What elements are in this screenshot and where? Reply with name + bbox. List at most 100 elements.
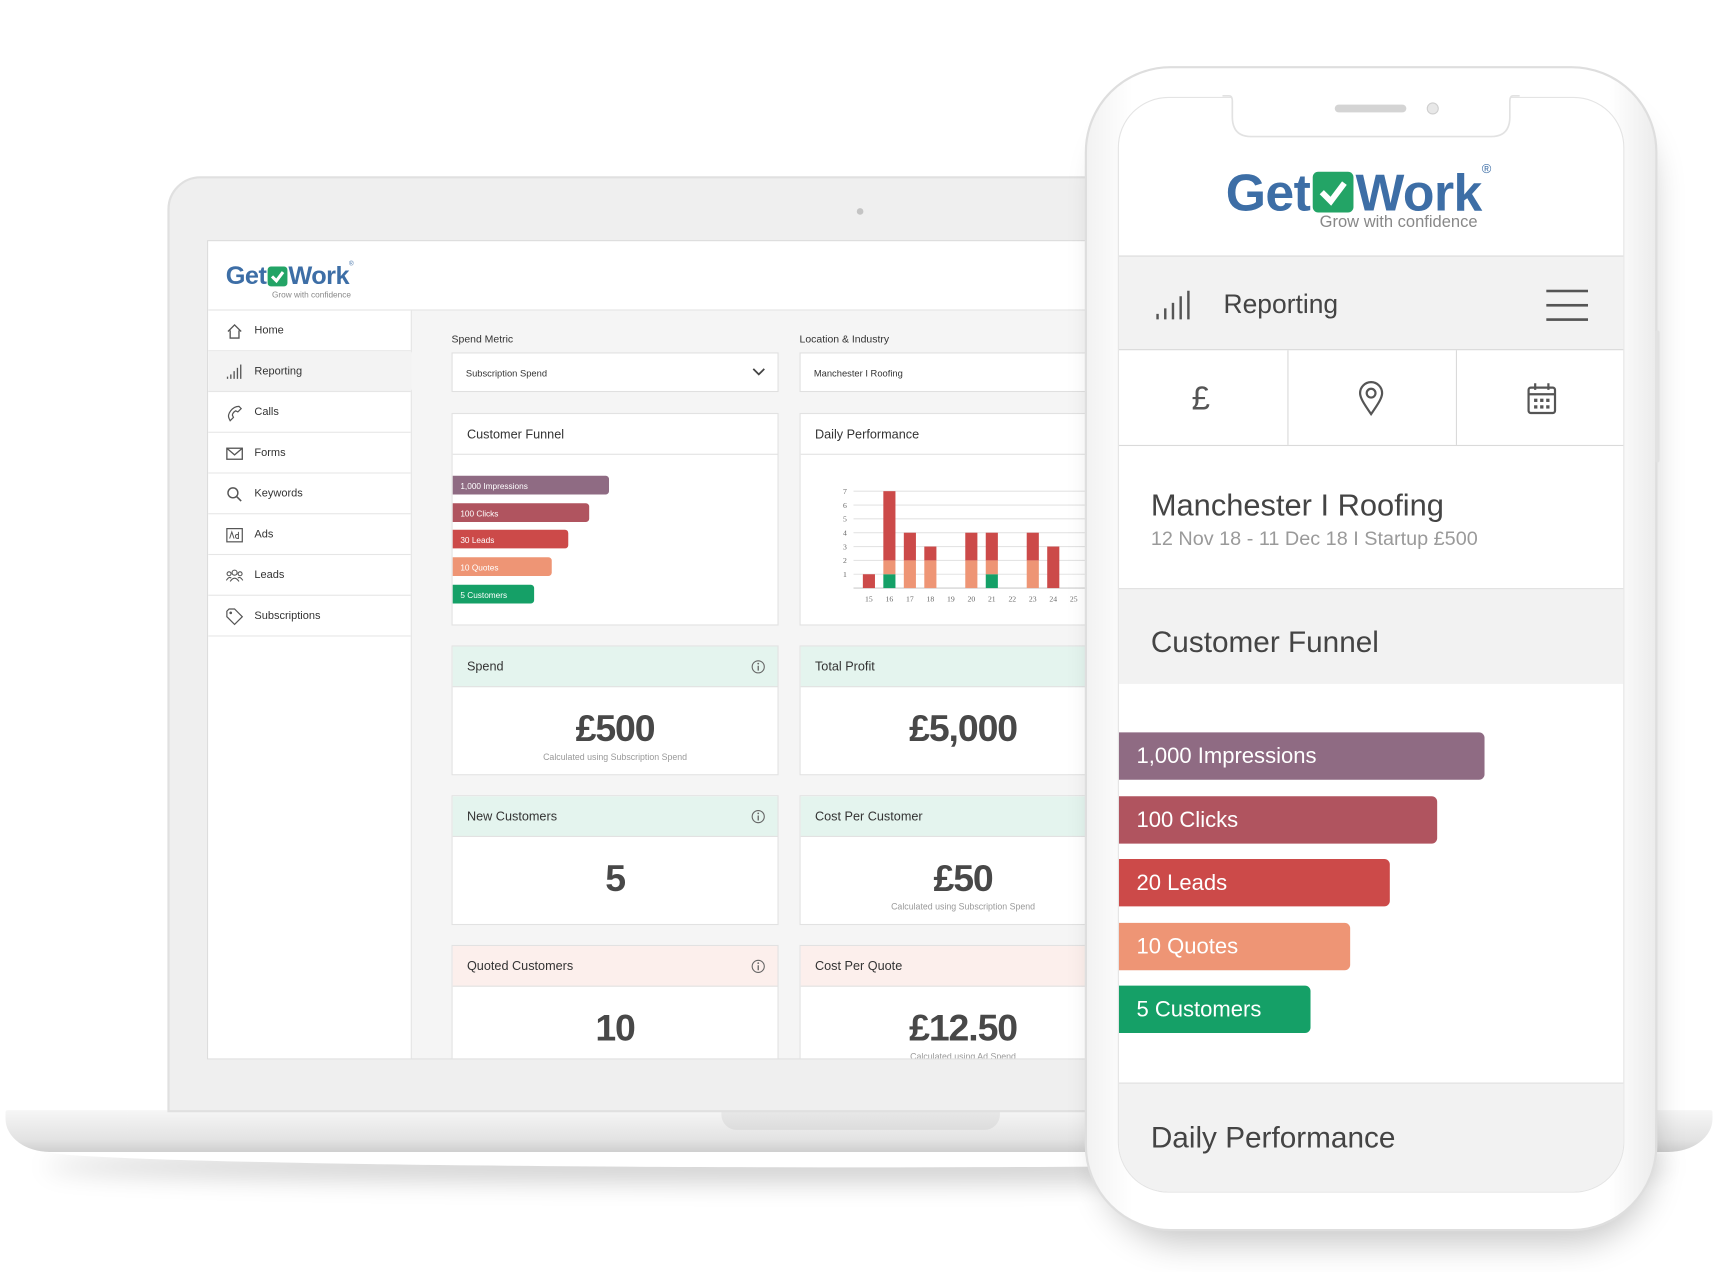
reporting-icon bbox=[1156, 290, 1190, 320]
nav-label: Leads bbox=[254, 569, 285, 582]
laptop-screen: Get Work® Grow with confidence Home Report… bbox=[207, 240, 1111, 1060]
phone-notch bbox=[1222, 94, 1520, 138]
logo-check bbox=[1312, 171, 1354, 213]
currency-tab[interactable]: £ bbox=[1119, 350, 1289, 445]
info-icon[interactable] bbox=[751, 959, 765, 973]
logo-registered: ® bbox=[1481, 161, 1492, 177]
nav-item[interactable]: Keywords bbox=[208, 474, 411, 515]
funnel-bar: 1,000 Impressions bbox=[1118, 732, 1485, 780]
logo-registered: ® bbox=[349, 261, 354, 268]
bar-segment bbox=[883, 574, 896, 589]
laptop-base-notch bbox=[721, 1110, 1000, 1130]
bar-segment bbox=[883, 491, 896, 561]
phone-logo: Get Work® Grow with confidence bbox=[1225, 161, 1492, 231]
sidebar: Home Reporting Calls Forms Keywords Ads Leads S… bbox=[208, 310, 424, 1059]
funnel-bar: 5 Customers bbox=[1118, 985, 1311, 1034]
stat-value: £500 bbox=[575, 708, 656, 750]
filter-dropdown[interactable]: Subscription Spend bbox=[451, 352, 779, 393]
nav-item[interactable]: Forms bbox=[208, 433, 411, 474]
nav-item[interactable]: Subscriptions bbox=[208, 596, 411, 637]
section-title: Reporting bbox=[1223, 289, 1339, 320]
y-tick-label: 7 bbox=[843, 487, 847, 496]
card-title: New Customers bbox=[466, 810, 558, 824]
stat-value: 5 bbox=[605, 857, 626, 900]
stat-card: New Customers 5 bbox=[451, 795, 779, 926]
info-icon[interactable] bbox=[751, 809, 765, 824]
funnel-label: 100 Clicks bbox=[460, 508, 499, 519]
funnel-bar: 10 Quotes bbox=[1118, 922, 1351, 970]
location-tab[interactable] bbox=[1287, 350, 1457, 445]
calendar-tab[interactable] bbox=[1456, 350, 1623, 445]
y-tick-label: 1 bbox=[843, 570, 847, 579]
logo-get: Get bbox=[1225, 162, 1311, 222]
card-header: New Customers bbox=[452, 796, 778, 837]
bar-segment bbox=[985, 532, 998, 561]
nav-icon bbox=[226, 364, 242, 379]
currency-symbol: £ bbox=[1191, 381, 1210, 418]
main-area: Spend Metric Subscription Spend Location… bbox=[411, 310, 1109, 1059]
nav-item[interactable]: Reporting bbox=[208, 351, 424, 393]
x-tick-label: 17 bbox=[906, 594, 914, 603]
x-tick-label: 23 bbox=[1029, 594, 1037, 603]
y-tick-label: 3 bbox=[843, 542, 847, 551]
stat-value: £50 bbox=[933, 857, 993, 900]
calendar-icon bbox=[1527, 383, 1557, 415]
x-tick-label: 15 bbox=[865, 594, 873, 603]
card-title: Daily Performance bbox=[814, 428, 920, 442]
laptop-camera bbox=[856, 208, 864, 215]
nav-item[interactable]: Ads bbox=[208, 514, 411, 556]
card-title: Cost Per Quote bbox=[814, 960, 903, 974]
x-tick-label: 25 bbox=[1070, 594, 1078, 603]
logo-work: Work bbox=[288, 261, 350, 290]
phone-funnel: 1,000 Impressions 100 Clicks 20 Leads 10 Qu… bbox=[1118, 684, 1623, 1083]
section-heading: Customer Funnel bbox=[1150, 625, 1379, 659]
nav-item[interactable]: Calls bbox=[208, 392, 411, 433]
x-tick-label: 19 bbox=[947, 594, 955, 603]
dropdown-chevron bbox=[752, 368, 765, 376]
y-tick-label: 2 bbox=[843, 556, 847, 565]
y-tick-label: 6 bbox=[843, 501, 847, 510]
stat-card: Spend £500 Calculated using Subscription S… bbox=[451, 645, 779, 776]
stat-card: Cost Per Quote £12.50 Calculated using Ad … bbox=[799, 944, 1109, 1059]
filter-value: Manchester I Roofing bbox=[813, 367, 903, 379]
stat-card: Quoted Customers 10 bbox=[451, 944, 779, 1059]
funnel-label: 1,000 Impressions bbox=[460, 481, 528, 492]
nav-item[interactable]: Home bbox=[208, 311, 411, 352]
funnel-bar: 10 Quotes bbox=[452, 557, 552, 577]
nav-icon bbox=[226, 608, 244, 626]
bar-segment bbox=[985, 574, 998, 589]
card-header: Spend bbox=[452, 646, 778, 688]
funnel-label: 5 Customers bbox=[460, 590, 508, 600]
phone-side-button bbox=[1655, 330, 1660, 463]
filter-tabs: £ bbox=[1118, 350, 1624, 447]
nav-label: Calls bbox=[254, 406, 279, 419]
bar-segment bbox=[1047, 546, 1060, 589]
stat-note: Calculated using Subscription Spend bbox=[891, 901, 1036, 912]
bar-segment bbox=[924, 560, 937, 589]
logo-work: Work bbox=[1355, 162, 1483, 222]
card-header: Daily Performance bbox=[800, 414, 1109, 455]
funnel-label: 30 Leads bbox=[460, 535, 495, 546]
x-tick-label: 18 bbox=[927, 594, 935, 603]
period-subtitle: 12 Nov 18 - 11 Dec 18 I Startup £500 bbox=[1150, 527, 1478, 550]
nav-label: Ads bbox=[254, 528, 274, 541]
nav-item[interactable]: Leads bbox=[208, 555, 411, 596]
section-bar: Reporting bbox=[1118, 255, 1624, 351]
nav-icon bbox=[226, 528, 243, 543]
funnel-bar: 5 Customers bbox=[452, 584, 535, 604]
filter-dropdown[interactable]: Manchester I Roofing bbox=[799, 352, 1109, 393]
info-icon[interactable] bbox=[751, 660, 765, 674]
x-tick-label: 22 bbox=[1008, 594, 1016, 603]
bar-segment bbox=[883, 560, 896, 575]
y-tick-label: 5 bbox=[843, 515, 847, 524]
funnel-label: 20 Leads bbox=[1136, 871, 1228, 896]
nav-label: Home bbox=[254, 324, 284, 337]
stat-value: £12.50 bbox=[909, 1007, 1018, 1050]
bar-segment bbox=[985, 560, 998, 575]
menu-button[interactable] bbox=[1546, 289, 1589, 323]
logo-tagline: Grow with confidence bbox=[271, 289, 351, 300]
funnel-section-bar: Customer Funnel bbox=[1118, 588, 1624, 684]
